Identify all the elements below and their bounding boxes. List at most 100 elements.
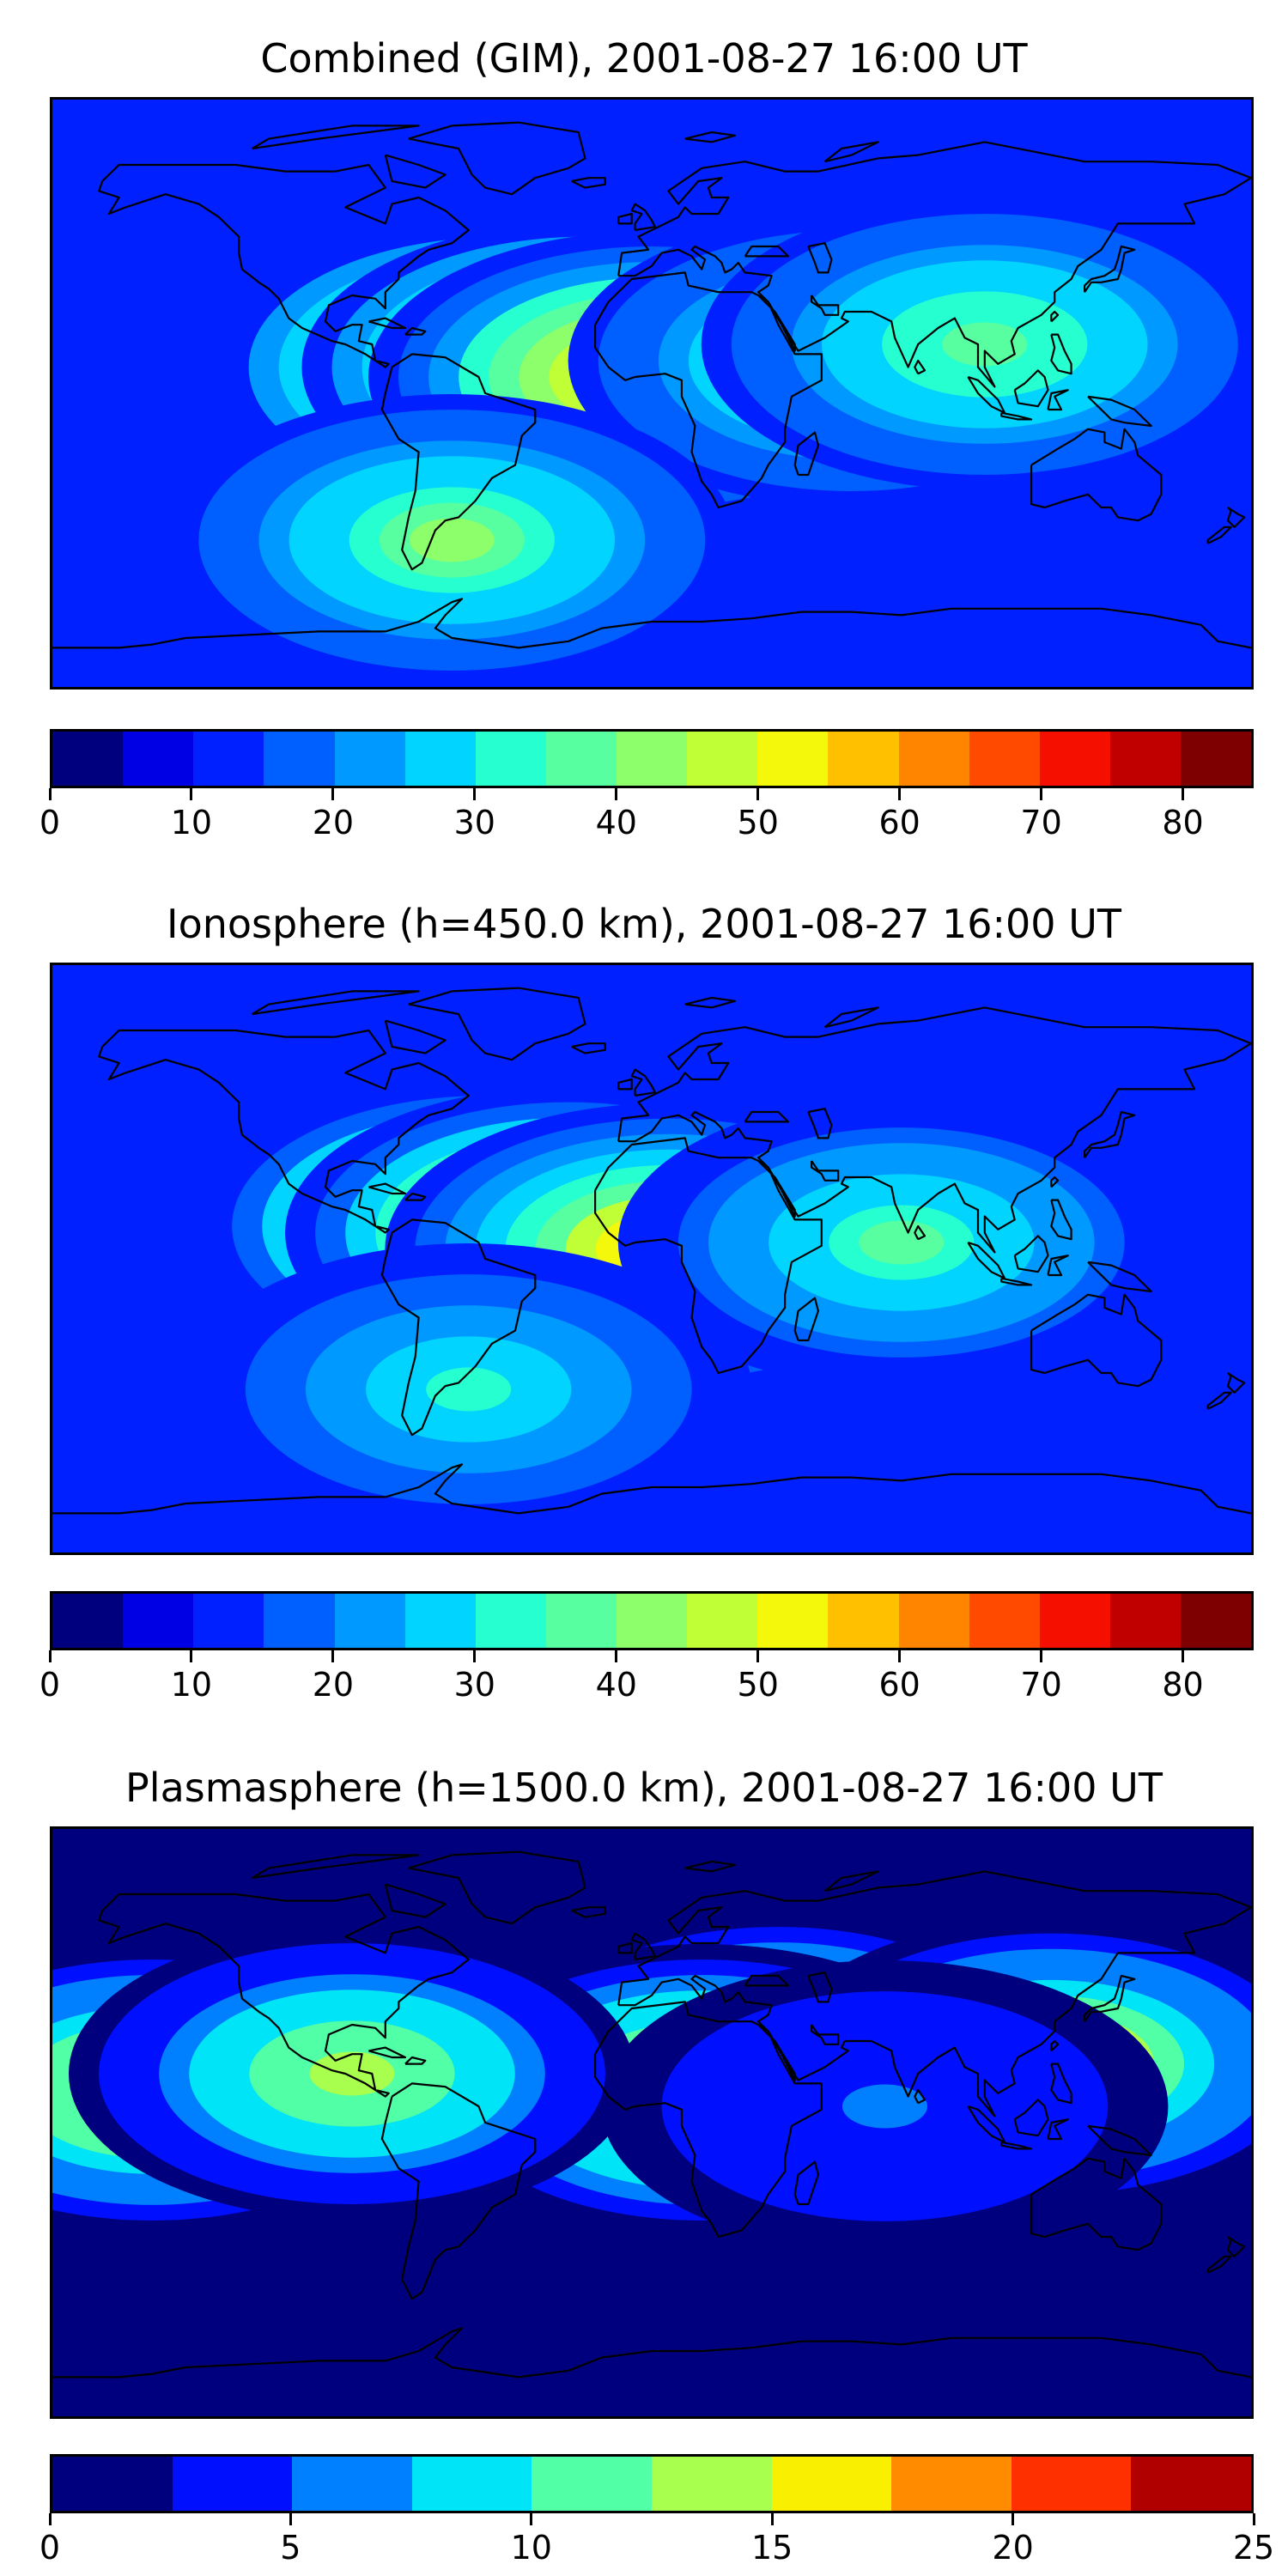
coastlines bbox=[52, 987, 1251, 1515]
contour-band bbox=[841, 2084, 927, 2129]
panel-2-map bbox=[50, 963, 1254, 1555]
coastline-borneo bbox=[1013, 2099, 1049, 2137]
panel-2-title: Ionosphere (h=450.0 km), 2001-08-27 16:0… bbox=[167, 901, 1121, 947]
coastline-sulawesi bbox=[1047, 1255, 1069, 1277]
coastline-australia bbox=[1030, 2157, 1163, 2251]
coastline-japan bbox=[1083, 1974, 1136, 2022]
coastline-iceland bbox=[571, 177, 606, 189]
coastline-canada-isl-2 bbox=[384, 154, 447, 189]
coastline-canada-isl-1 bbox=[252, 1854, 420, 1880]
colorbar-tick-label: 80 bbox=[1162, 1666, 1204, 1704]
coastline-philippines bbox=[1050, 1199, 1072, 1241]
coastline-north-america bbox=[98, 1029, 470, 1234]
colorbar-tick-label: 25 bbox=[1232, 2529, 1275, 2567]
colorbar-segment bbox=[687, 732, 758, 786]
colorbar-tick-label: 0 bbox=[39, 2529, 61, 2567]
coastline-cuba bbox=[368, 2046, 407, 2059]
colorbar-segment bbox=[969, 732, 1040, 786]
coastline-africa bbox=[593, 2001, 823, 2239]
coastline-philippines bbox=[1050, 333, 1072, 375]
colorbar-segment bbox=[52, 732, 124, 786]
colorbar-tick bbox=[48, 788, 52, 800]
coastline-borneo bbox=[1013, 369, 1049, 408]
coastlines bbox=[52, 121, 1251, 649]
colorbar-segment bbox=[404, 732, 476, 786]
panel-3-colorbar bbox=[50, 2454, 1254, 2513]
colorbar-tick-label: 5 bbox=[280, 2529, 301, 2567]
coastline-eurasia bbox=[617, 1870, 1251, 2117]
coastline-arabian-gulf bbox=[810, 2024, 840, 2045]
coastline-greenland bbox=[408, 987, 586, 1061]
panel-1-title: Combined (GIM), 2001-08-27 16:00 UT bbox=[260, 35, 1028, 82]
panel-1-contour-map bbox=[52, 100, 1251, 687]
coastline-caspian bbox=[807, 242, 833, 274]
contour-feature-3 bbox=[617, 1097, 1185, 1388]
coastline-south-america bbox=[380, 1218, 537, 1437]
panel-3-title: Plasmasphere (h=1500.0 km), 2001-08-27 1… bbox=[125, 1765, 1163, 1811]
coastline-taiwan bbox=[1050, 2039, 1060, 2052]
colorbar-tick-label: 10 bbox=[170, 804, 213, 841]
colorbar-segment bbox=[545, 1594, 617, 1648]
coastline-new-guinea bbox=[1087, 2124, 1152, 2157]
colorbar-tick bbox=[473, 1650, 477, 1662]
coastline-taiwan bbox=[1050, 310, 1060, 323]
colorbar-segment bbox=[193, 732, 264, 786]
coastline-new-zealand-s bbox=[1206, 1391, 1232, 1410]
contour-band bbox=[409, 518, 495, 562]
coastline-java bbox=[1000, 1277, 1033, 1286]
colorbar-segment bbox=[1109, 1594, 1181, 1648]
coastline-caspian bbox=[807, 1108, 833, 1139]
colorbar-tick-label: 20 bbox=[312, 1666, 355, 1704]
coastline-great-britain bbox=[630, 1068, 657, 1097]
coastline-novaya-zemlya bbox=[823, 141, 879, 163]
coastline-australia bbox=[1030, 1293, 1163, 1388]
coastlines bbox=[52, 1850, 1251, 2379]
colorbar-segment bbox=[757, 732, 829, 786]
coastline-novaya-zemlya bbox=[823, 1006, 879, 1029]
coastline-caspian bbox=[807, 1971, 833, 2003]
coastline-madagascar bbox=[793, 431, 820, 477]
contour-feature-4 bbox=[69, 1928, 635, 2220]
colorbar-tick bbox=[289, 2513, 292, 2525]
coastline-south-america bbox=[380, 353, 537, 571]
colorbar-tick-label: 10 bbox=[510, 2529, 552, 2567]
colorbar-segment bbox=[969, 1594, 1040, 1648]
coastline-hispaniola bbox=[404, 2056, 427, 2065]
colorbar-tick bbox=[756, 1650, 760, 1662]
colorbar-segment bbox=[334, 732, 405, 786]
colorbar-tick-label: 60 bbox=[878, 804, 920, 841]
coastline-svalbard bbox=[684, 996, 737, 1009]
colorbar-tick bbox=[190, 1650, 193, 1662]
colorbar-segment bbox=[172, 2457, 293, 2511]
colorbar-tick bbox=[1040, 1650, 1043, 1662]
coastline-greenland bbox=[408, 1850, 586, 1925]
colorbar-segment bbox=[617, 1594, 688, 1648]
coastline-eurasia bbox=[617, 141, 1251, 388]
coastline-new-zealand-n bbox=[1226, 507, 1246, 528]
colorbar-segment bbox=[891, 2457, 1012, 2511]
colorbar-segment bbox=[757, 1594, 829, 1648]
colorbar-segment bbox=[404, 1594, 476, 1648]
coastline-new-guinea bbox=[1087, 1261, 1152, 1293]
coastline-japan bbox=[1083, 1110, 1136, 1158]
coastline-ireland bbox=[617, 1941, 633, 1954]
colorbar-segment bbox=[1181, 732, 1252, 786]
coastline-sulawesi bbox=[1047, 389, 1069, 411]
colorbar-segment bbox=[898, 732, 969, 786]
panel-1-colorbar bbox=[50, 729, 1254, 788]
colorbar-tick bbox=[756, 788, 760, 800]
coastline-java bbox=[1000, 2141, 1033, 2150]
coastline-philippines bbox=[1050, 2063, 1072, 2105]
coastline-sri-lanka bbox=[914, 1224, 927, 1241]
colorbar-segment bbox=[1109, 732, 1181, 786]
colorbar-tick-label: 20 bbox=[312, 804, 355, 841]
colorbar-segment bbox=[52, 1594, 124, 1648]
colorbar-tick-label: 40 bbox=[595, 804, 637, 841]
colorbar-tick bbox=[898, 1650, 902, 1662]
coastline-antarctica bbox=[52, 2327, 1251, 2379]
colorbar-segment bbox=[828, 1594, 899, 1648]
colorbar-tick bbox=[898, 788, 902, 800]
colorbar-tick bbox=[48, 2513, 52, 2525]
coastline-canada-isl-1 bbox=[252, 125, 420, 150]
colorbar-segment bbox=[264, 1594, 335, 1648]
